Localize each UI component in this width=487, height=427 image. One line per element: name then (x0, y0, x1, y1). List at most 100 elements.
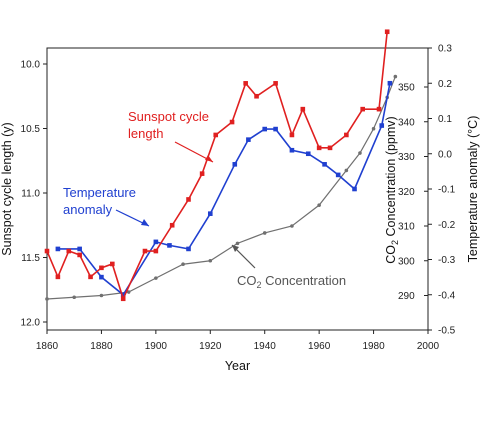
co2-concentration-point (126, 290, 131, 294)
sunspot-cycle-length-point (120, 296, 126, 302)
temperature-anomaly-point (99, 274, 104, 280)
temperature-anomaly-point (387, 80, 393, 86)
co2-concentration-line (46, 76, 396, 300)
temperature-annotation-line1: Temperature (63, 185, 136, 200)
x-tick-label: 1980 (362, 341, 385, 352)
temperature-anomaly-point (352, 186, 357, 192)
temperature-anomaly-point (153, 239, 159, 245)
temperature-anomaly-point (335, 172, 341, 178)
sunspot-cycle-length-point (44, 248, 50, 254)
x-axis-title: Year (225, 359, 250, 373)
temp-tick-label: -0.5 (438, 326, 456, 337)
sunspot-cycle-length-point (344, 132, 349, 138)
co2-axis-title: CO2 Concentration (ppmv) (384, 116, 400, 263)
sunspot-cycle-length-point (153, 248, 159, 254)
sunspot-cycle-length-point (316, 145, 322, 151)
sunspot-cycle-length-point (110, 261, 115, 267)
x-tick-label: 2000 (417, 341, 440, 352)
temperature-anomaly-point (77, 246, 82, 252)
co2-concentration-point (208, 258, 213, 263)
left-tick-label: 12.0 (21, 318, 41, 329)
temp-tick-label: 0.1 (438, 114, 452, 125)
sunspot-cycle-length-line (46, 31, 388, 302)
sunspot-cycle-length-point (384, 29, 390, 35)
temp-tick-label: -0.2 (438, 220, 456, 231)
co2-tick-label: 320 (398, 187, 415, 198)
sunspot-cycle-length-point (376, 106, 382, 112)
sunspot-cycle-length-point (66, 248, 72, 254)
temp-tick-label: -0.1 (438, 185, 456, 196)
x-tick-label: 1880 (90, 341, 113, 352)
left-tick-label: 11.5 (21, 253, 40, 264)
sunspot-cycle-length-point (254, 93, 259, 99)
temp-tick-label: 0.2 (438, 79, 452, 90)
temperature-anomaly-point (246, 137, 251, 142)
temperature-anomaly-point (207, 211, 213, 216)
sunspot-cycle-length-point (142, 248, 148, 254)
temperature-anomaly-point (289, 147, 295, 153)
x-tick-label: 1920 (199, 341, 222, 352)
co2-concentration-point (235, 241, 240, 246)
temperature-anomaly-point (305, 151, 311, 157)
co2-concentration-point (262, 231, 267, 235)
temperature-anomaly-point (186, 246, 191, 252)
sunspot-annotation-line1: Sunspot cycle (128, 109, 209, 124)
co2-concentration-point (344, 168, 349, 173)
co2-tick-label: 300 (398, 256, 415, 267)
co2-tick-label: 290 (398, 291, 415, 302)
x-tick-label: 1960 (308, 341, 331, 352)
left-tick-label: 10.5 (21, 124, 41, 135)
sunspot-cycle-length-point (55, 274, 61, 280)
co2-concentration-point (317, 203, 321, 207)
sunspot-cycle-length-point (88, 274, 93, 280)
sunspot-annotation-arrowhead (205, 155, 213, 162)
sunspot-cycle-length-point (77, 252, 82, 258)
sunspot-cycle-length-point (243, 81, 248, 86)
sunspot-cycle-length-point (273, 81, 278, 86)
sunspot-cycle-length-point (300, 106, 306, 112)
temperature-annotation-arrowhead (141, 219, 149, 226)
co2-concentration-point (181, 262, 185, 267)
temperature-anomaly-point (262, 126, 268, 132)
co2-concentration-point (371, 126, 376, 131)
sunspot-cycle-length-point (229, 119, 235, 125)
temp-tick-label: -0.4 (438, 290, 456, 301)
temperature-anomaly-point (322, 162, 327, 167)
temperature-anomaly-point (273, 126, 278, 132)
co2-annotation-arrowhead (232, 245, 239, 252)
left-tick-label: 11.0 (21, 189, 40, 200)
co2-concentration-point (99, 293, 104, 298)
temperature-anomaly-point (379, 123, 385, 128)
sunspot-cycle-length-point (99, 265, 104, 271)
co2-concentration-point (393, 74, 398, 79)
sunspot-cycle-length-point (186, 197, 191, 202)
temp-axis-title: Temperature anomaly (°C) (466, 116, 480, 263)
temperature-anomaly-point (167, 243, 172, 248)
co2-annotation: CO2 Concentration (237, 273, 346, 290)
co2-tick-label: 340 (398, 117, 415, 128)
left-axis-title: Sunspot cycle length (y) (0, 122, 14, 255)
co2-concentration-point (72, 295, 77, 300)
co2-concentration-point (45, 297, 49, 301)
co2-tick-label: 310 (398, 222, 415, 233)
x-tick-label: 1860 (36, 341, 59, 352)
co2-tick-label: 330 (398, 152, 415, 163)
x-tick-label: 1940 (254, 341, 277, 352)
temperature-anomaly-point (55, 246, 61, 252)
sunspot-annotation-line2: length (128, 126, 163, 141)
temp-tick-label: 0.0 (438, 149, 452, 160)
co2-concentration-point (358, 151, 362, 155)
sunspot-cycle-length-point (289, 132, 295, 138)
temperature-anomaly-point (120, 292, 126, 298)
co2-concentration-point (154, 276, 158, 280)
temperature-anomaly-point (232, 162, 238, 167)
left-tick-label: 10.0 (21, 60, 41, 71)
sunspot-cycle-length-point (169, 222, 175, 228)
sunspot-cycle-length-point (213, 132, 219, 138)
co2-concentration-point (290, 224, 294, 228)
temperature-annotation-line2: anomaly (63, 202, 113, 217)
sunspot-cycle-length-point (327, 145, 333, 151)
sunspot-cycle-length-point (199, 171, 205, 176)
co2-tick-label: 350 (398, 83, 415, 94)
